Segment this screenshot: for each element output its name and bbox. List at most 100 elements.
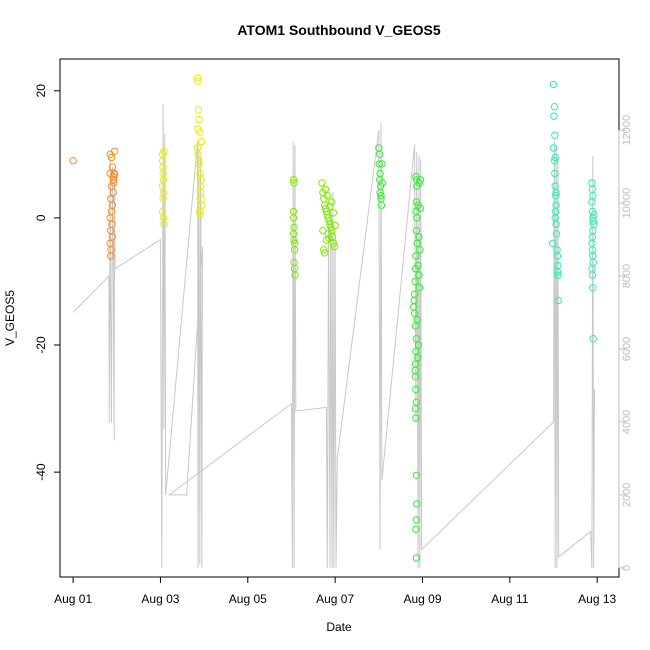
data-point [588,179,596,187]
y-tick-label: 20 [34,84,48,98]
data-point [290,223,298,232]
data-point [107,246,115,254]
x-tick-label: Aug 13 [578,592,616,606]
secondary-y-axis: 0 2000 4000 6000 8000 10000 12000 [618,115,633,571]
data-point [331,221,339,230]
data-point [197,176,205,184]
data-point [318,179,326,187]
y2-tick-label: 8000 [621,264,633,288]
data-point [414,341,423,349]
data-point [326,202,334,211]
data-point [554,271,562,279]
y2-tick-label: 2000 [621,483,633,507]
data-point [290,179,298,187]
data-point [416,246,424,254]
data-point [551,153,559,162]
data-point [412,525,420,533]
y-tick-label: -20 [34,336,48,354]
data-point [412,207,420,216]
data-point [325,234,333,242]
data-point [413,214,421,222]
y-tick-label: -40 [34,463,48,481]
data-point [159,176,168,184]
data-point [194,77,202,85]
data-point [324,230,332,238]
data-point [550,112,558,120]
data-point [196,211,204,219]
data-point [548,239,557,248]
x-tick-label: Aug 01 [54,592,92,606]
data-point [289,176,298,184]
data-point [194,106,203,114]
data-point [550,103,559,111]
data-point [159,188,168,197]
data-point [553,252,562,260]
x-tick-label: Aug 05 [229,592,267,606]
data-point [589,335,597,343]
data-point [290,236,298,244]
plot-frame [59,58,620,578]
data-point [412,414,420,422]
data-point [195,160,203,168]
data-point [412,252,420,260]
data-point [549,80,558,89]
data-point [108,233,117,241]
data-point [378,160,386,168]
data-point [412,226,421,235]
data-point [415,284,424,292]
data-point [319,226,327,235]
x-tick-label: Aug 11 [491,592,528,606]
data-point [291,271,299,279]
data-point [69,157,77,165]
chart-title: ATOM1 Southbound V_GEOS5 [237,22,440,38]
data-point [377,201,386,209]
data-point [321,249,329,257]
data-point [198,201,206,209]
y-tick-label: 0 [34,214,48,221]
secondary-line-series [72,104,595,568]
data-point [108,201,117,209]
x-tick-label: Aug 09 [403,592,441,606]
data-point [410,309,419,317]
data-point [329,209,338,217]
data-point [553,268,562,276]
scatter-points [69,74,598,562]
data-point [414,261,422,270]
y-axis-label: V_GEOS5 [3,290,17,346]
data-point [416,176,424,184]
data-point [109,188,118,197]
data-point [290,258,298,267]
data-point [588,265,596,273]
x-axis: Aug 01 Aug 03 Aug 05 Aug 07 Aug 09 Aug 11 Aug … [54,576,617,606]
y2-tick-label: 12000 [621,115,633,146]
y2-tick-label: 0 [621,565,633,571]
y2-tick-label: 10000 [621,188,633,219]
data-point [196,207,204,216]
data-point [588,239,596,248]
data-point [110,171,119,179]
data-point [552,188,560,197]
y2-tick-label: 4000 [621,410,633,434]
data-point [329,239,338,248]
data-point [415,271,423,279]
data-point [196,128,204,136]
data-point [413,500,421,508]
data-point [411,373,420,381]
data-point [160,147,168,155]
data-point [327,223,335,232]
data-point [415,179,424,187]
data-point [416,204,424,213]
data-point [110,179,118,187]
data-point [412,471,421,479]
data-point [378,179,386,187]
data-point [550,157,559,165]
data-point [327,198,336,206]
data-point [159,163,167,171]
data-point [197,137,206,146]
x-axis-label: Date [326,620,352,634]
data-point [160,220,168,229]
data-point [107,207,116,216]
data-point [110,147,119,155]
data-point [290,239,299,248]
